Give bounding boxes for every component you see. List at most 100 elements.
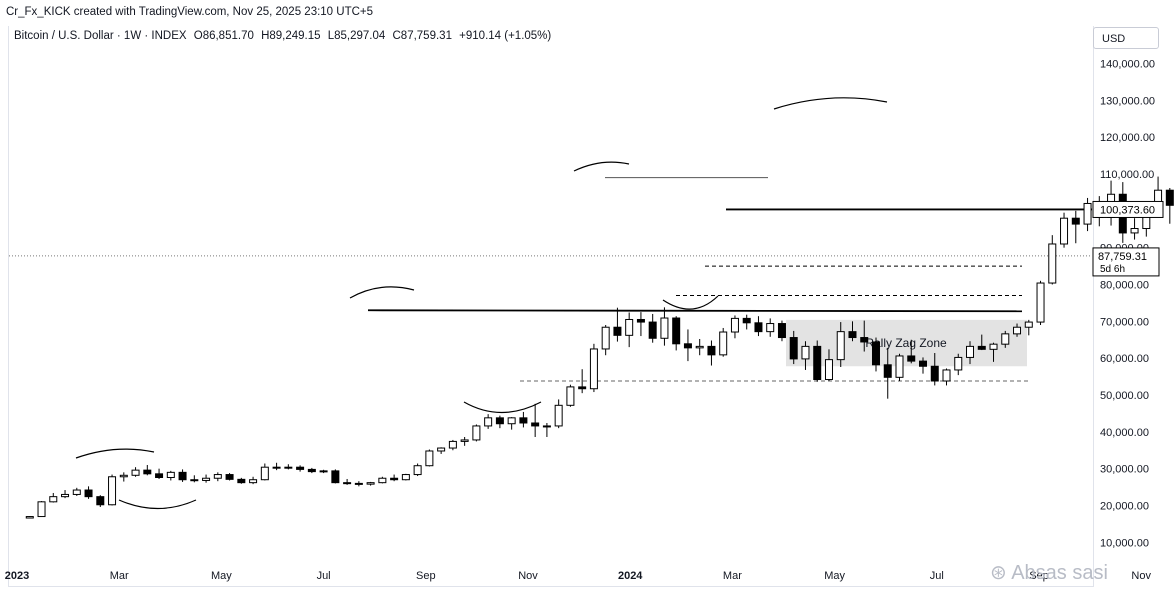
- candle[interactable]: [625, 312, 634, 348]
- candle[interactable]: [531, 403, 540, 437]
- candle[interactable]: [883, 347, 892, 399]
- candle[interactable]: [472, 424, 481, 442]
- candle[interactable]: [801, 341, 810, 370]
- candle[interactable]: [190, 475, 199, 483]
- symbol-title[interactable]: Bitcoin / U.S. Dollar · 1W · INDEX: [14, 30, 187, 42]
- candle[interactable]: [589, 343, 598, 393]
- support-trendline[interactable]: [367, 309, 1023, 313]
- candle[interactable]: [660, 307, 669, 346]
- candle[interactable]: [401, 473, 410, 481]
- candle[interactable]: [390, 474, 399, 482]
- candle[interactable]: [119, 472, 128, 482]
- candle[interactable]: [61, 490, 70, 499]
- candle[interactable]: [672, 316, 681, 351]
- candle[interactable]: [860, 320, 869, 352]
- rally-zag-zone[interactable]: [786, 319, 1027, 367]
- candle[interactable]: [542, 422, 551, 437]
- candle[interactable]: [249, 476, 258, 485]
- candle[interactable]: [84, 486, 93, 499]
- candle[interactable]: [237, 477, 246, 484]
- candle[interactable]: [354, 481, 363, 487]
- candle[interactable]: [1083, 197, 1092, 232]
- candle[interactable]: [484, 414, 493, 429]
- candle[interactable]: [225, 473, 234, 481]
- candle[interactable]: [695, 339, 704, 356]
- candle[interactable]: [836, 322, 845, 368]
- candle[interactable]: [919, 357, 928, 374]
- candle[interactable]: [895, 353, 904, 382]
- candle[interactable]: [460, 436, 469, 446]
- candle[interactable]: [848, 321, 857, 342]
- candle[interactable]: [578, 369, 587, 394]
- candle[interactable]: [1048, 235, 1057, 285]
- candle[interactable]: [143, 464, 152, 476]
- candle[interactable]: [178, 469, 187, 482]
- candle[interactable]: [977, 334, 986, 351]
- candle[interactable]: [366, 481, 375, 486]
- candle[interactable]: [907, 339, 916, 364]
- candle[interactable]: [213, 472, 222, 482]
- candle[interactable]: [260, 463, 269, 481]
- candle[interactable]: [495, 415, 504, 429]
- candle[interactable]: [413, 463, 422, 477]
- candle[interactable]: [1024, 319, 1033, 336]
- candle[interactable]: [1013, 323, 1022, 337]
- candle[interactable]: [930, 353, 939, 386]
- candle[interactable]: [307, 467, 316, 474]
- candle[interactable]: [789, 330, 798, 365]
- candle[interactable]: [636, 312, 645, 337]
- candle[interactable]: [343, 478, 352, 485]
- currency-selector[interactable]: USD: [1093, 27, 1159, 49]
- candle[interactable]: [754, 316, 763, 337]
- candle[interactable]: [131, 467, 140, 477]
- candle[interactable]: [1001, 330, 1010, 348]
- candle[interactable]: [49, 492, 58, 503]
- candle[interactable]: [966, 341, 975, 365]
- candle[interactable]: [766, 318, 775, 337]
- candle[interactable]: [25, 516, 34, 519]
- candle[interactable]: [284, 464, 293, 470]
- candle[interactable]: [707, 340, 716, 366]
- candle[interactable]: [37, 501, 46, 518]
- candle[interactable]: [507, 417, 516, 430]
- candle[interactable]: [1130, 218, 1139, 240]
- candle[interactable]: [296, 465, 305, 472]
- candle[interactable]: [1071, 210, 1080, 244]
- candle[interactable]: [648, 313, 657, 343]
- candle[interactable]: [96, 495, 105, 507]
- candle[interactable]: [519, 411, 528, 428]
- candle[interactable]: [448, 439, 457, 451]
- candle[interactable]: [272, 462, 281, 471]
- candle[interactable]: [437, 447, 446, 454]
- candle[interactable]: [942, 368, 951, 386]
- candle[interactable]: [554, 399, 563, 429]
- candle[interactable]: [719, 327, 728, 357]
- candle[interactable]: [871, 337, 880, 372]
- candle[interactable]: [108, 474, 117, 506]
- candle[interactable]: [613, 307, 622, 342]
- candle[interactable]: [378, 476, 387, 484]
- candle[interactable]: [155, 468, 164, 479]
- candle[interactable]: [989, 342, 998, 362]
- candle[interactable]: [742, 314, 751, 330]
- candle[interactable]: [1165, 187, 1174, 224]
- candle[interactable]: [72, 487, 81, 496]
- candle[interactable]: [730, 315, 739, 339]
- candle[interactable]: [166, 470, 175, 481]
- candle[interactable]: [601, 325, 610, 356]
- candle[interactable]: [824, 349, 833, 382]
- candle[interactable]: [813, 340, 822, 382]
- candle[interactable]: [777, 320, 786, 342]
- candle-body: [319, 470, 328, 473]
- candle[interactable]: [425, 449, 434, 467]
- candle[interactable]: [319, 469, 328, 474]
- candle[interactable]: [1036, 280, 1045, 326]
- candle[interactable]: [566, 384, 575, 407]
- candle[interactable]: [683, 329, 692, 362]
- candle[interactable]: [202, 474, 211, 483]
- candle[interactable]: [1060, 212, 1069, 248]
- candle[interactable]: [331, 469, 340, 484]
- chart-pane[interactable]: [8, 26, 1094, 587]
- candle[interactable]: [954, 353, 963, 376]
